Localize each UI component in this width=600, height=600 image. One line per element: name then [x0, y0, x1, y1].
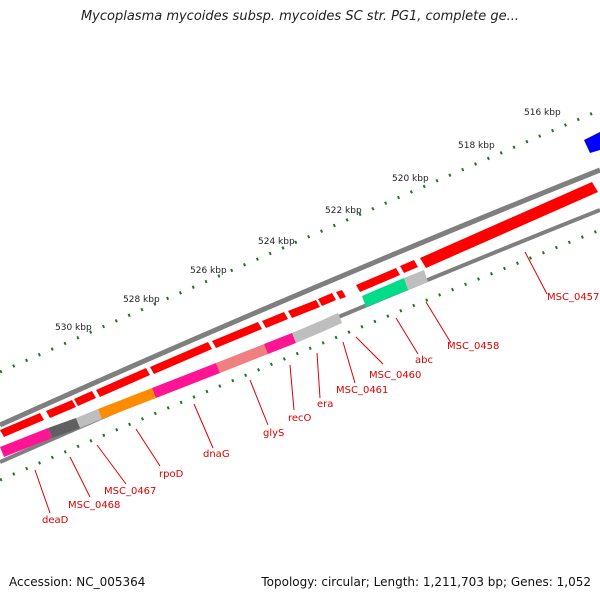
- leader-line: [249, 379, 269, 426]
- leader-line: [342, 341, 356, 384]
- ruler-label: 518 kbp: [458, 141, 495, 151]
- ruler-label: 526 kbp: [190, 266, 227, 276]
- leader-line: [289, 364, 295, 411]
- gene-label[interactable]: glyS: [263, 428, 284, 439]
- gene-label[interactable]: MSC_0457: [547, 292, 599, 303]
- ruler-label: 522 kbp: [325, 206, 362, 216]
- ruler-label: 516 kbp: [524, 108, 561, 118]
- gene-arrow[interactable]: [262, 312, 288, 328]
- accession-text: Accession: NC_005364: [9, 575, 146, 589]
- leader-line: [425, 301, 452, 344]
- map-title: Mycoplasma mycoides subsp. mycoides SC s…: [80, 9, 520, 24]
- ruler-label: 528 kbp: [123, 295, 160, 305]
- ruler-label: 520 kbp: [392, 174, 429, 184]
- gene-arrow[interactable]: [74, 391, 96, 406]
- forward-genes: [0, 132, 600, 437]
- gene-block-dnag[interactable]: [152, 363, 220, 398]
- leader-line: [96, 444, 127, 485]
- backbone-outer: [0, 167, 600, 428]
- gene-arrow[interactable]: [318, 293, 336, 306]
- gene-arrow[interactable]: [0, 413, 44, 437]
- gene-label[interactable]: MSC_0468: [68, 500, 120, 511]
- gene-label[interactable]: recO: [288, 413, 312, 424]
- leader-line: [69, 456, 91, 498]
- leader-line: [34, 469, 51, 514]
- gene-label[interactable]: deaD: [42, 515, 69, 526]
- gene-block-era[interactable]: [292, 322, 322, 343]
- gene-block-msc-0468[interactable]: [48, 418, 80, 438]
- gene-arrow[interactable]: [96, 368, 150, 397]
- leader-line: [355, 336, 384, 365]
- reverse-genes: [0, 270, 428, 457]
- gene-arrow-blue[interactable]: [584, 132, 600, 153]
- label-leaders: [34, 251, 548, 514]
- gene-arrow-msc-0457[interactable]: [420, 182, 598, 268]
- gene-arrow[interactable]: [400, 260, 418, 273]
- gene-labels: MSC_0457 MSC_0458 abc MSC_0460 MSC_0461 …: [42, 292, 599, 526]
- ruler-labels: 516 kbp 518 kbp 520 kbp 522 kbp 524 kbp …: [55, 108, 561, 333]
- gene-label[interactable]: MSC_0458: [447, 341, 499, 352]
- ruler-label: 530 kbp: [55, 323, 92, 333]
- gene-label[interactable]: era: [317, 399, 333, 410]
- gene-label[interactable]: dnaG: [203, 449, 230, 460]
- gene-arrow[interactable]: [336, 290, 346, 299]
- leader-line: [524, 251, 548, 295]
- gene-arrow[interactable]: [288, 300, 320, 318]
- gene-arrow[interactable]: [150, 342, 212, 374]
- leader-line: [395, 317, 419, 355]
- gene-arrow[interactable]: [46, 400, 76, 418]
- gene-block-rpod[interactable]: [98, 388, 156, 419]
- gene-arrow[interactable]: [212, 322, 262, 348]
- gene-block-abc[interactable]: [362, 278, 408, 307]
- inner-tick-row: [0, 228, 600, 482]
- gene-label[interactable]: MSC_0461: [336, 385, 388, 396]
- leader-line: [316, 352, 321, 399]
- gene-block-msc-0467[interactable]: [76, 409, 102, 428]
- gene-label[interactable]: abc: [415, 355, 433, 366]
- gene-label[interactable]: MSC_0467: [104, 486, 156, 497]
- gene-block-msc-0458[interactable]: [404, 270, 428, 290]
- gene-block-glys[interactable]: [216, 344, 268, 373]
- gene-block-dead[interactable]: [0, 428, 52, 457]
- gene-label[interactable]: rpoD: [159, 469, 184, 480]
- gene-arrow[interactable]: [356, 268, 400, 292]
- leader-line: [193, 403, 214, 449]
- leader-line: [135, 428, 161, 467]
- gene-block-msc-0461[interactable]: [318, 313, 342, 332]
- genome-summary-text: Topology: circular; Length: 1,211,703 bp…: [261, 575, 591, 589]
- gene-block-reco[interactable]: [264, 333, 296, 354]
- gene-label[interactable]: MSC_0460: [369, 370, 421, 381]
- ruler-label: 524 kbp: [258, 237, 295, 247]
